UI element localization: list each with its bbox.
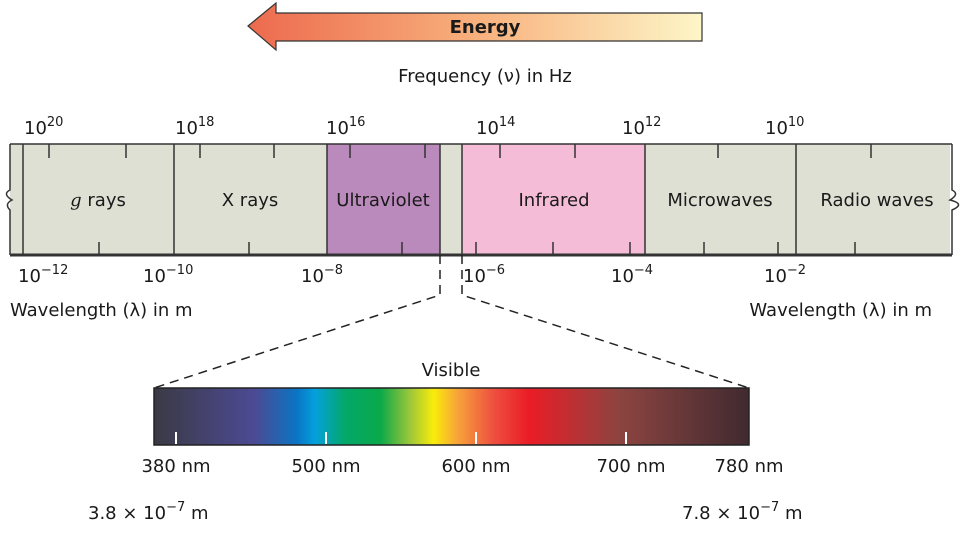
wavelength-tick-labels: 10−12 10−10 10−8 10−6 10−4 10−2 [18,263,806,287]
visible-tick: 700 nm [596,456,665,477]
energy-label: Energy [450,17,521,38]
wl-tick: 10−12 [18,263,68,287]
visible-tick: 380 nm [141,456,210,477]
zoom-connector-lines [153,255,750,389]
band-label-gamma: g rays [70,190,126,211]
visible-ticks [175,432,627,444]
band-xray [174,144,327,255]
visible-title: Visible [422,360,481,381]
wl-tick: 10−10 [143,263,193,287]
spectrum-band: g rays X rays Ultraviolet Infrared Micro… [5,143,960,257]
wavelength-axis-label-left: Wavelength (λ) in m [10,300,193,321]
band-radio [796,144,950,255]
freq-tick: 1012 [622,115,661,139]
band-gamma [23,144,174,255]
band-visible-gap [440,144,462,255]
wavelength-axis-label-right: Wavelength (λ) in m [749,300,932,321]
freq-tick: 1018 [175,115,214,139]
break-left-icon [5,144,14,255]
band-infrared [462,144,645,255]
freq-tick: 1014 [476,115,515,139]
wl-tick: 10−8 [301,263,343,287]
visible-min-meters: 3.8 × 10−7 m [88,500,209,524]
visible-max-meters: 7.8 × 10−7 m [682,500,803,524]
frequency-tick-labels: 1020 1018 1016 1014 1012 1010 [24,115,804,139]
visible-spectrum-bar [153,387,750,446]
band-label-microwaves: Microwaves [667,190,772,211]
energy-arrow: Energy [247,1,703,52]
frequency-axis-label: Frequency (ν) in Hz [398,66,572,87]
wl-tick: 10−6 [463,263,505,287]
visible-tick: 600 nm [441,456,510,477]
band-label-ultraviolet: Ultraviolet [336,190,429,211]
band-label-xray: X rays [222,190,279,211]
freq-tick: 1016 [326,115,365,139]
wl-tick: 10−2 [764,263,806,287]
freq-tick: 1020 [24,115,63,139]
visible-tick: 500 nm [291,456,360,477]
break-right-icon [948,144,960,255]
band-segment [10,144,23,255]
band-label-infrared: Infrared [519,190,590,211]
band-label-radio: Radio waves [820,190,933,211]
freq-tick: 1010 [765,115,804,139]
band-ultraviolet [327,144,440,255]
visible-tick: 780 nm [714,456,783,477]
wl-tick: 10−4 [611,263,653,287]
band-microwaves [645,144,796,255]
